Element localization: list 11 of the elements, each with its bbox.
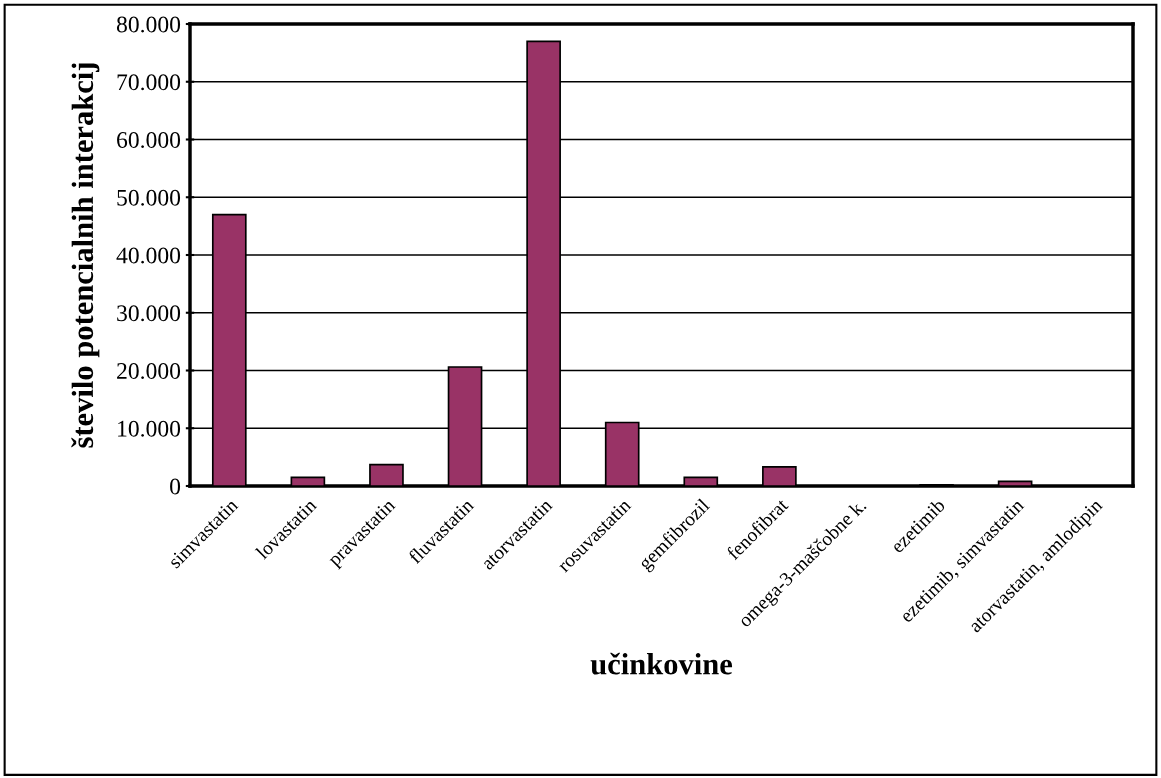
y-tick-label: 50.000 [117,189,181,206]
y-tick-label: 70.000 [117,74,181,91]
x-axis-title: učinkovine [590,652,733,675]
y-tick-label: 60.000 [117,131,181,149]
y-tick-label: 0 [170,478,181,495]
y-axis-title: število potencialnih interakcij [71,63,100,448]
y-tick-label: 40.000 [116,247,181,264]
y-tick-label: 80.000 [116,16,181,33]
y-tick-label: 10.000 [118,420,181,437]
y-tick-label: 20.000 [117,362,181,380]
y-tick-label: 30.000 [117,305,181,322]
